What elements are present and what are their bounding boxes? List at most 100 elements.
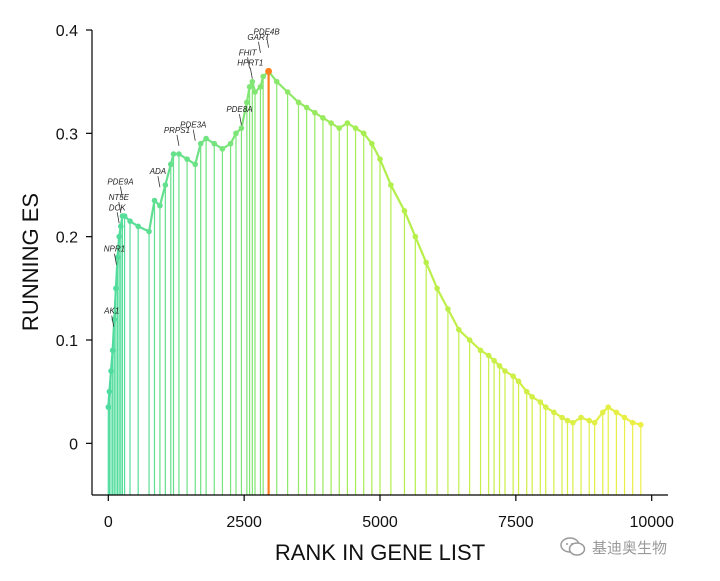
es-point — [360, 130, 367, 137]
es-curve-segment — [370, 142, 382, 161]
gene-label-leader — [116, 212, 120, 224]
x-tick-label: 2500 — [226, 514, 262, 531]
es-point — [502, 368, 508, 374]
es-point — [496, 363, 503, 369]
es-point — [105, 404, 112, 410]
y-tick-label: 0.1 — [56, 333, 78, 350]
es-point — [328, 120, 334, 126]
es-point — [106, 388, 113, 395]
gene-label-leader — [239, 114, 242, 126]
gene-label: FHIT — [239, 48, 258, 57]
es-point — [412, 233, 419, 240]
es-curve-segment — [116, 235, 121, 259]
es-point — [369, 140, 375, 147]
gene-label: PDE4B — [253, 28, 280, 37]
gene-label-leader — [176, 134, 180, 146]
gene-label-leader — [118, 201, 122, 214]
x-axis-title: RANK IN GENE LIST — [275, 540, 485, 565]
es-point — [113, 285, 119, 292]
gene-label: NPR1 — [104, 245, 125, 254]
gene-label-leader — [111, 315, 115, 327]
es-point — [401, 208, 408, 214]
es-point — [109, 347, 116, 354]
es-point — [629, 419, 636, 426]
es-point — [227, 140, 234, 147]
es-point — [523, 388, 530, 395]
wechat-icon — [560, 537, 586, 556]
es-point — [638, 421, 644, 428]
gene-label: PDE8A — [226, 105, 252, 114]
gene-label-leader — [157, 176, 161, 188]
es-point — [295, 99, 302, 106]
es-point — [121, 213, 128, 219]
gene-label-leader — [258, 41, 261, 53]
watermark-text: 基迪奥生物 — [592, 538, 668, 557]
es-point — [203, 135, 209, 142]
es-point — [116, 233, 122, 240]
es-curve-segment — [403, 209, 417, 238]
es-point — [244, 99, 250, 106]
gene-label: AK1 — [103, 307, 119, 316]
es-point — [197, 140, 204, 147]
es-point — [127, 218, 133, 224]
es-point — [246, 84, 253, 90]
es-point — [377, 156, 383, 162]
es-curve-segment — [240, 101, 248, 130]
x-tick-label: 7500 — [498, 514, 534, 531]
es-point — [151, 197, 158, 204]
es-point — [108, 368, 114, 374]
es-curve-segment — [113, 287, 118, 321]
es-point — [284, 89, 291, 95]
es-point — [578, 414, 584, 421]
gene-label: HPRT1 — [237, 59, 263, 68]
y-tick-label: 0 — [69, 436, 78, 453]
peak-point — [265, 67, 273, 75]
es-point — [485, 352, 492, 359]
es-point — [311, 109, 318, 116]
es-point — [257, 84, 264, 90]
es-point — [184, 156, 190, 162]
es-point — [352, 125, 359, 131]
hit-lines — [107, 71, 642, 495]
es-curve-segment — [378, 158, 392, 187]
es-point — [445, 306, 451, 312]
es-point — [423, 259, 429, 266]
es-point — [135, 223, 141, 230]
es-point — [491, 357, 497, 364]
y-tick-label: 0.2 — [56, 230, 78, 247]
gene-label-leader — [114, 253, 117, 265]
es-point — [570, 419, 576, 426]
es-point — [114, 254, 121, 261]
es-point — [434, 285, 440, 292]
x-tick-label: 5000 — [362, 514, 398, 531]
gene-label-leader — [120, 186, 123, 198]
gene-label: DCK — [109, 203, 127, 212]
es-point — [162, 182, 169, 188]
es-point — [273, 78, 280, 85]
x-tick-label: 10000 — [629, 514, 674, 531]
es-point — [219, 146, 226, 152]
watermark: 基迪奥生物 — [560, 534, 667, 560]
y-tick-label: 0.4 — [56, 23, 78, 40]
es-curve-segment — [147, 199, 156, 233]
y-axis-title: RUNNING ES — [18, 193, 43, 331]
es-point — [211, 140, 218, 147]
es-point — [192, 161, 199, 168]
y-tick-label: 0.3 — [56, 126, 78, 143]
gene-label: NT5E — [109, 193, 130, 202]
es-curve-segment — [114, 256, 119, 290]
es-point — [303, 104, 310, 111]
es-point — [146, 228, 152, 235]
es-point — [542, 404, 549, 410]
es-curve-segment — [446, 307, 460, 331]
es-point — [260, 73, 266, 80]
es-curve-segment — [158, 183, 167, 207]
x-ticks: 0 2500 5000 7500 10000 — [104, 495, 674, 531]
es-point — [605, 404, 612, 410]
es-point — [320, 115, 326, 121]
es-points — [105, 67, 644, 428]
gene-label-leader — [247, 57, 250, 69]
es-curve-segment — [414, 235, 428, 264]
es-point — [621, 414, 628, 421]
